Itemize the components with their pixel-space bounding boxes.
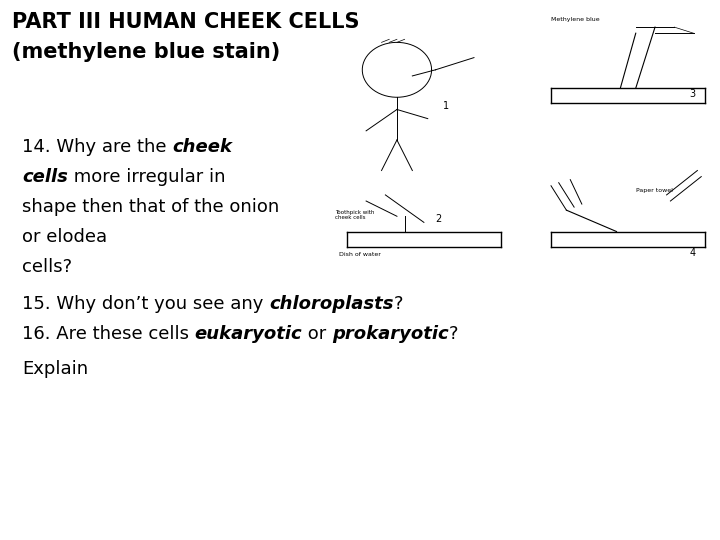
Text: 2: 2 — [436, 214, 441, 225]
Text: eukaryotic: eukaryotic — [194, 325, 302, 343]
Text: ?: ? — [449, 325, 459, 343]
Text: Methylene blue: Methylene blue — [551, 17, 600, 22]
Text: Dish of water: Dish of water — [339, 252, 381, 257]
Text: 16. Are these cells: 16. Are these cells — [22, 325, 194, 343]
Text: ?: ? — [394, 295, 403, 313]
Text: (methylene blue stain): (methylene blue stain) — [12, 42, 280, 62]
Text: more irregular in: more irregular in — [68, 168, 225, 186]
Text: Explain: Explain — [22, 360, 88, 378]
Text: 1: 1 — [444, 102, 449, 111]
Text: prokaryotic: prokaryotic — [333, 325, 449, 343]
Text: 15. Why don’t you see any: 15. Why don’t you see any — [22, 295, 269, 313]
Text: Paper towel: Paper towel — [636, 188, 672, 193]
Text: or elodea: or elodea — [22, 228, 107, 246]
Text: chloroplasts: chloroplasts — [269, 295, 394, 313]
Text: 14. Why are the: 14. Why are the — [22, 138, 172, 156]
Text: 4: 4 — [690, 248, 696, 258]
Text: or: or — [302, 325, 333, 343]
Text: cells?: cells? — [22, 258, 72, 276]
Text: Toothpick with
cheek cells: Toothpick with cheek cells — [336, 210, 374, 220]
Text: PART III HUMAN CHEEK CELLS: PART III HUMAN CHEEK CELLS — [12, 12, 359, 32]
Text: shape then that of the onion: shape then that of the onion — [22, 198, 279, 216]
Text: cheek: cheek — [172, 138, 233, 156]
Text: 3: 3 — [690, 89, 696, 99]
Text: cells: cells — [22, 168, 68, 186]
